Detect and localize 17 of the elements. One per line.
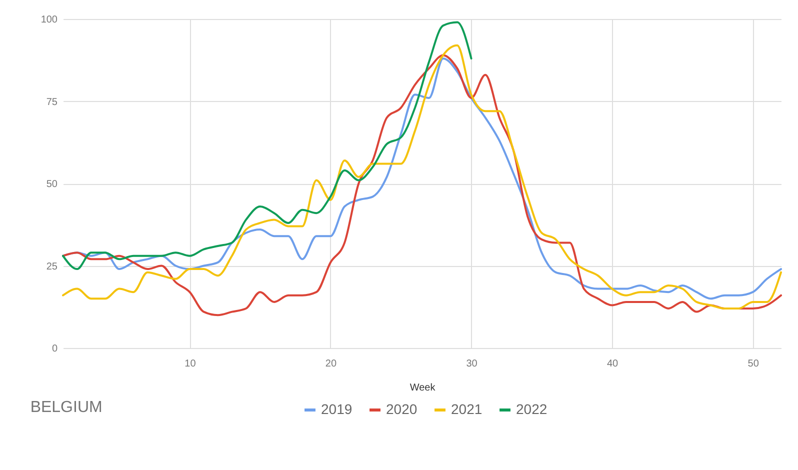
legend-label: 2021 bbox=[451, 401, 482, 417]
legend-label: 2019 bbox=[321, 401, 352, 417]
x-tick-label: 40 bbox=[606, 358, 619, 370]
x-tick-label: 30 bbox=[466, 358, 478, 370]
legend-label: 2022 bbox=[516, 401, 548, 417]
y-tick-label: 0 bbox=[52, 344, 58, 354]
x-tick-label: 10 bbox=[184, 358, 196, 370]
x-tick-label: 50 bbox=[748, 358, 760, 370]
legend-label: 2020 bbox=[386, 401, 418, 417]
y-tick-label: 100 bbox=[40, 14, 58, 26]
y-tick-label: 75 bbox=[46, 96, 58, 108]
y-tick-label: 50 bbox=[46, 179, 58, 190]
text: BELGIUM bbox=[30, 399, 102, 416]
y-tick-label: 25 bbox=[46, 261, 58, 272]
x-axis-title: Week bbox=[410, 382, 436, 394]
line-series bbox=[62, 21, 472, 270]
x-tick-label: 20 bbox=[325, 358, 337, 370]
